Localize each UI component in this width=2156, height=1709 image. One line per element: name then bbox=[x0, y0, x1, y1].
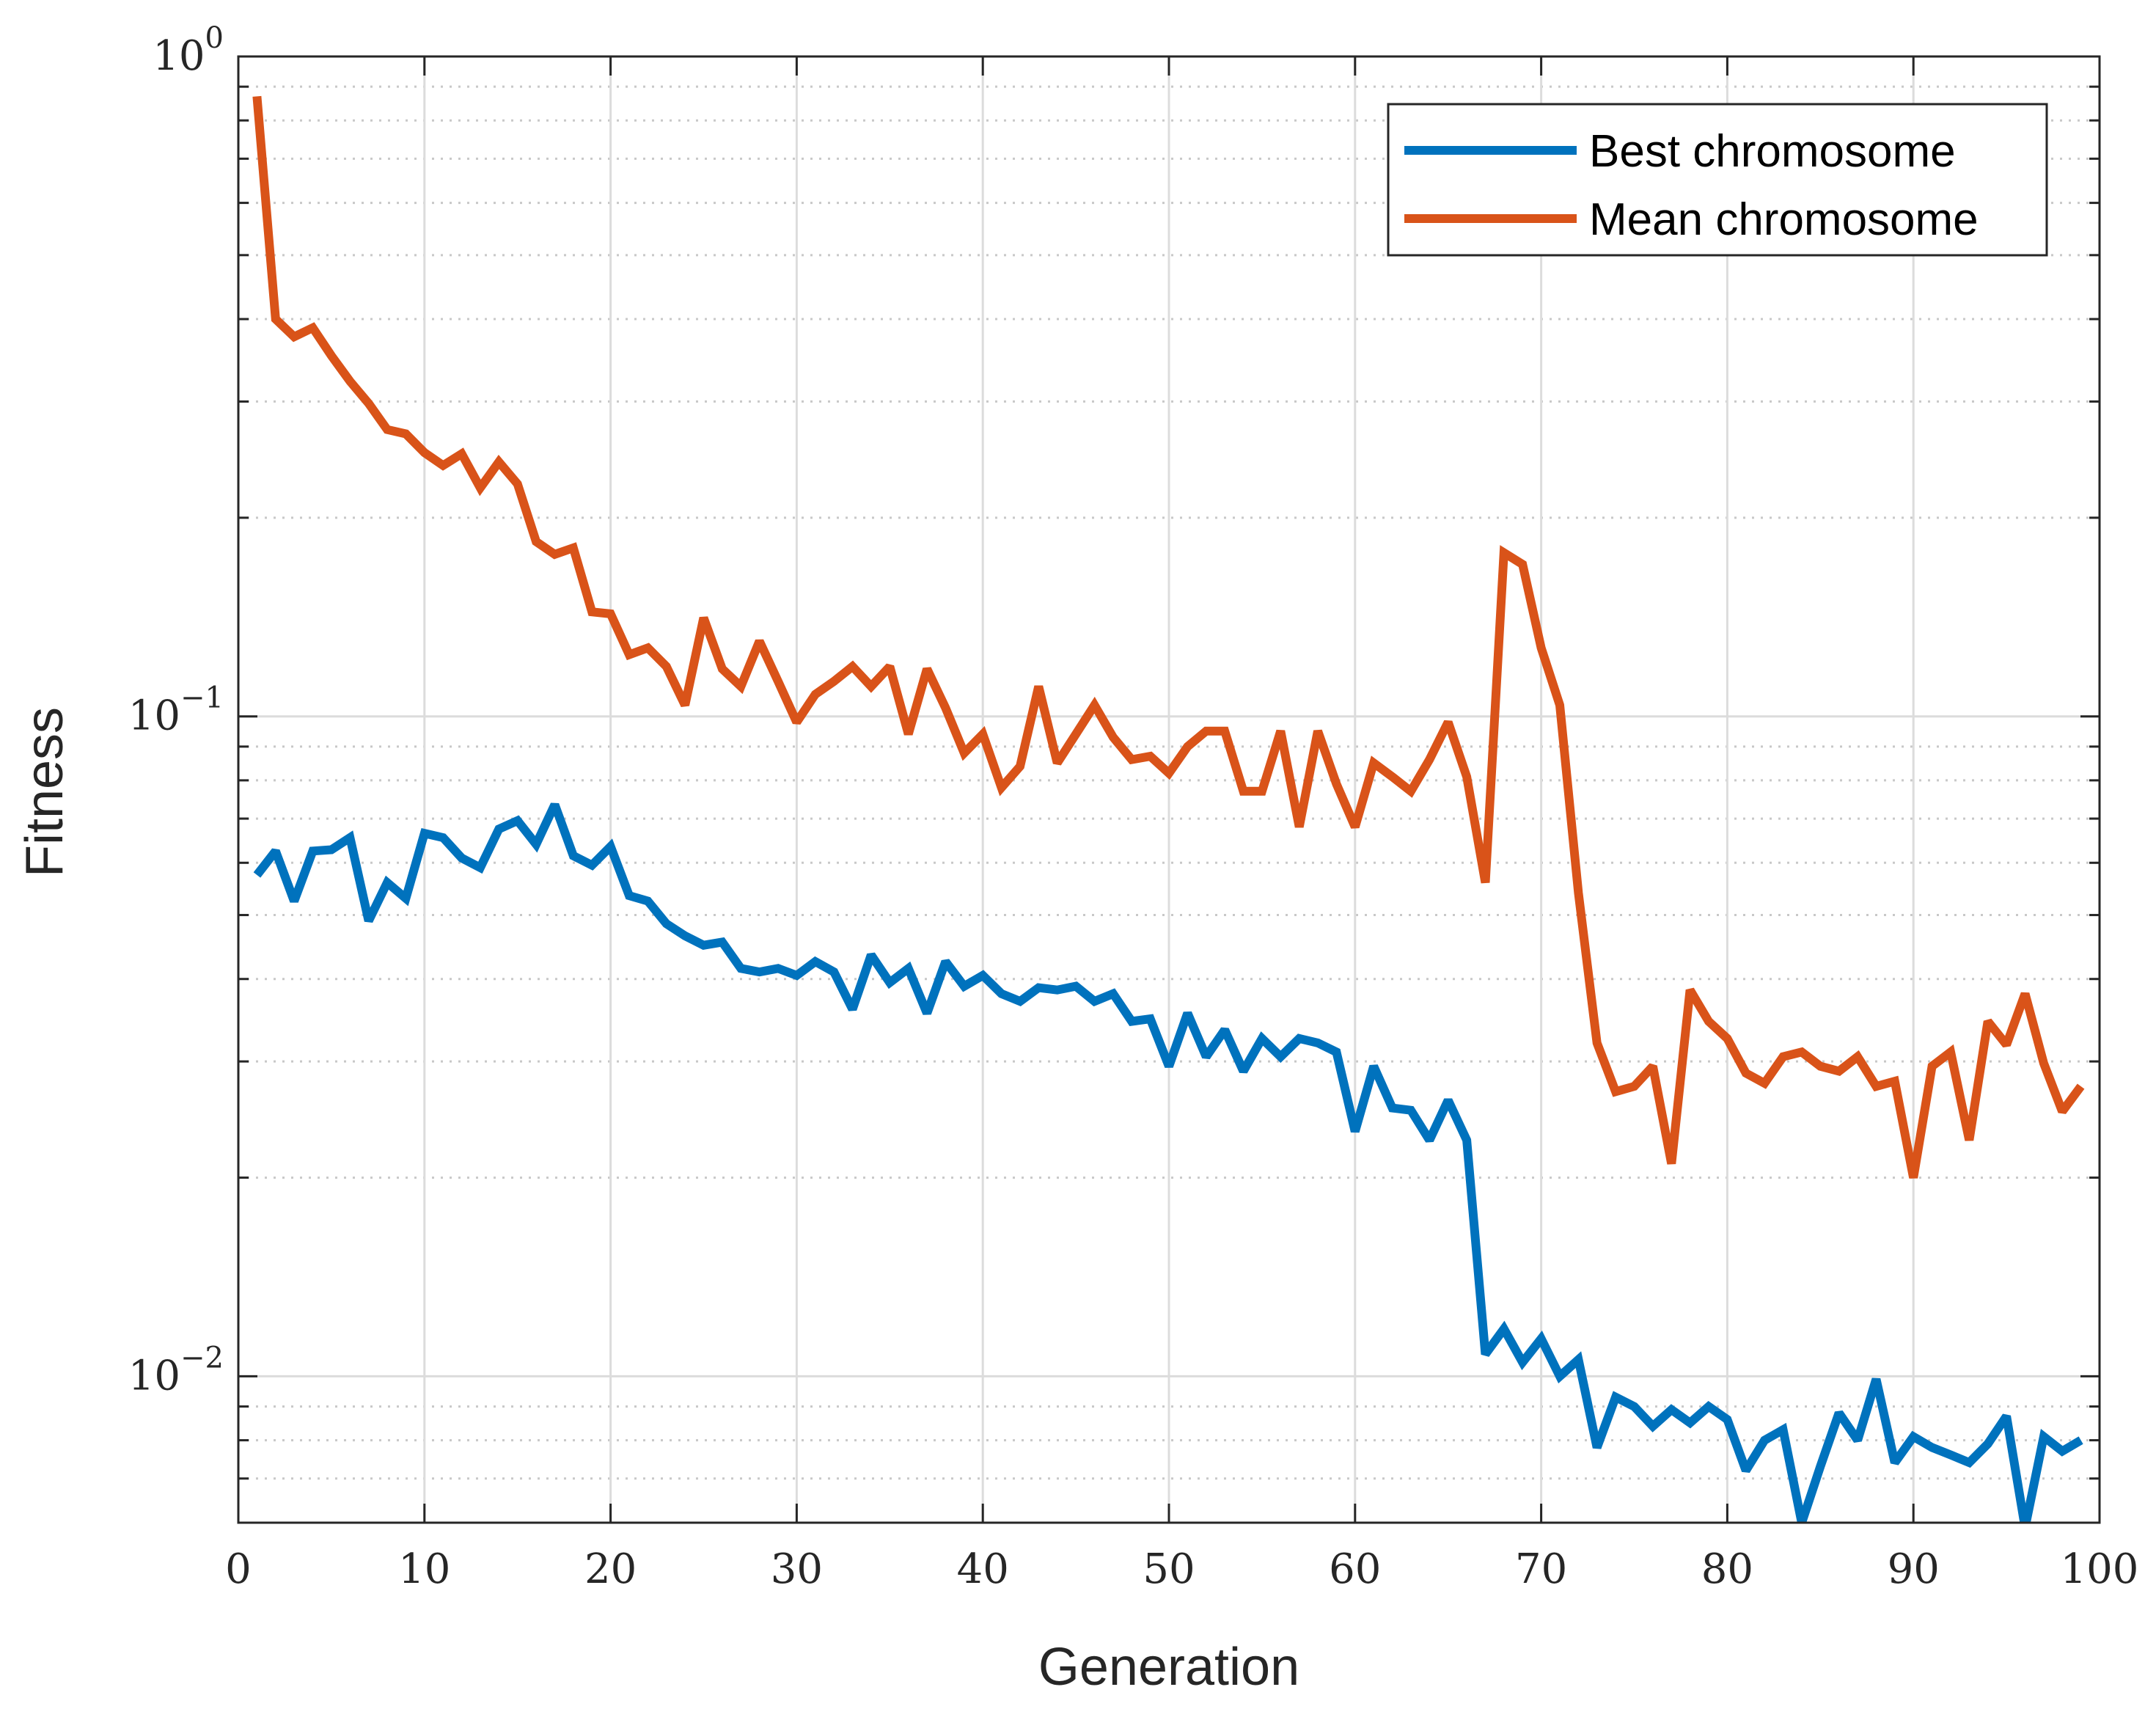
legend-label-best: Best chromosome bbox=[1589, 126, 1956, 177]
x-tick-label: 0 bbox=[225, 1545, 252, 1593]
series-line-best-chromosome bbox=[253, 802, 2083, 1523]
series-layer bbox=[252, 95, 2085, 1523]
x-tick-labels: 0 10 20 30 40 50 60 70 80 90 100 bbox=[225, 1545, 2138, 1593]
x-tick-label: 80 bbox=[1701, 1545, 1753, 1593]
legend-box bbox=[1387, 103, 2048, 257]
x-tick-label: 50 bbox=[1143, 1545, 1195, 1593]
x-tick-label: 40 bbox=[957, 1545, 1009, 1593]
x-tick-label: 90 bbox=[1888, 1545, 1940, 1593]
x-axis-label: Generation bbox=[1038, 1638, 1299, 1697]
y-tick-label: 10−2 bbox=[128, 1341, 224, 1399]
series-line-mean-chromosome bbox=[252, 95, 2085, 1179]
x-tick-label: 20 bbox=[584, 1545, 637, 1593]
x-tick-label: 100 bbox=[2061, 1545, 2139, 1593]
y-axis-label: Fitness bbox=[15, 707, 74, 877]
x-tick-label: 10 bbox=[398, 1545, 450, 1593]
legend-label-mean: Mean chromosome bbox=[1589, 194, 1979, 245]
x-tick-label: 70 bbox=[1515, 1545, 1567, 1593]
legend: Best chromosome Mean chromosome bbox=[1387, 103, 2048, 257]
x-tick-label: 30 bbox=[771, 1545, 823, 1593]
x-tick-label: 60 bbox=[1329, 1545, 1381, 1593]
y-tick-label: 10−1 bbox=[128, 681, 224, 740]
y-tick-labels: 100 10−1 10−2 bbox=[128, 21, 224, 1399]
y-tick-label: 100 bbox=[153, 21, 224, 80]
axis-ticks bbox=[237, 55, 2101, 1523]
